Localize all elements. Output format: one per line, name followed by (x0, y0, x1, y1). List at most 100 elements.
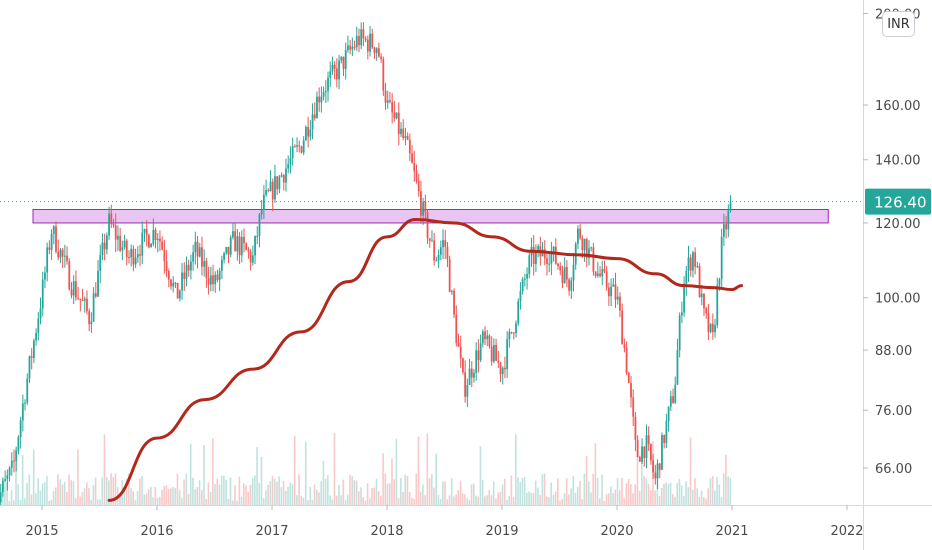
volume-bar (419, 491, 422, 505)
volume-bar (415, 473, 418, 505)
volume-bar (669, 482, 672, 505)
candle-body (588, 248, 590, 259)
candle-body (672, 396, 674, 403)
candle-body (10, 460, 13, 468)
candle-body (698, 266, 701, 298)
volume-bar (212, 438, 214, 505)
candle-body (94, 293, 97, 297)
candle-body (192, 252, 195, 262)
candle-body (415, 171, 418, 181)
candle-body (236, 236, 239, 252)
volume-bar (397, 498, 400, 505)
currency-badge[interactable]: INR (882, 11, 915, 37)
candle-body (209, 275, 212, 285)
volume-bar (154, 487, 157, 505)
volume-bar (479, 446, 482, 505)
volume-bar (74, 498, 77, 505)
candle-body (369, 33, 371, 52)
candle-body (433, 240, 436, 261)
volume-bar (439, 499, 442, 505)
candle-body (342, 56, 345, 69)
volume-bar (223, 475, 225, 505)
candle-body (515, 323, 517, 333)
candle-body (548, 263, 551, 265)
candle-body (711, 323, 714, 333)
candle-body (411, 153, 413, 164)
volume-bar (468, 500, 471, 505)
volume-bar (108, 480, 110, 505)
candle-body (90, 321, 93, 325)
volume-bar (57, 474, 59, 505)
volume-bar (563, 493, 566, 505)
volume-bar (247, 491, 250, 505)
candle-body (420, 191, 422, 216)
volume-bar (32, 449, 35, 505)
volume-bar (360, 487, 362, 505)
volume-bar (174, 487, 177, 505)
volume-bar (621, 477, 623, 505)
candle-body (347, 45, 349, 51)
candle-body (112, 223, 115, 226)
candle-body (289, 158, 292, 165)
candle-body (643, 446, 646, 459)
candle-body (406, 136, 409, 140)
volume-bar (181, 498, 183, 505)
candle-body (550, 252, 553, 264)
volume-bar (139, 478, 141, 505)
candle-body (481, 331, 484, 344)
volume-bar (501, 484, 504, 505)
candle-body (616, 296, 619, 300)
volume-bar (103, 434, 106, 505)
volume-bar (353, 480, 356, 505)
volume-bar (114, 473, 117, 505)
volume-bar (189, 443, 192, 505)
candle-body (344, 50, 347, 69)
volume-bar (163, 486, 165, 505)
volume-bar (548, 497, 550, 505)
volume-bar (8, 500, 11, 505)
last-price-badge (865, 188, 931, 215)
candle-body (667, 406, 670, 422)
candle-body (145, 228, 148, 236)
candle-body (373, 47, 376, 54)
volume-bar (408, 491, 411, 505)
candle-body (307, 126, 310, 137)
candle-body (692, 252, 694, 271)
candle-body (464, 372, 467, 397)
volume-bar (510, 475, 513, 505)
candle-body (508, 331, 511, 340)
candle-body (214, 274, 217, 285)
candle-body (276, 176, 279, 190)
candle-body (32, 340, 35, 358)
volume-bar (428, 478, 431, 505)
candle-body (709, 323, 712, 332)
volume-bar (716, 476, 718, 505)
candle-body (83, 298, 86, 301)
volume-bar (88, 488, 90, 505)
volume-bar (528, 491, 530, 505)
volume-bar (30, 494, 33, 505)
volume-bar (424, 495, 426, 505)
candle-body (254, 236, 256, 256)
volume-bar (400, 477, 402, 505)
candle-body (382, 59, 385, 91)
volume-bar (254, 475, 256, 505)
candle-body (141, 232, 144, 256)
candle-body (661, 434, 663, 470)
volume-bar (470, 484, 473, 505)
candle-body (678, 315, 681, 350)
candle-body (402, 128, 405, 139)
volume-bar (366, 483, 369, 505)
volume-bar (499, 491, 502, 505)
candle-body (694, 252, 697, 267)
volume-bar (694, 478, 696, 505)
candle-body (335, 68, 338, 80)
volume-bar (362, 497, 365, 505)
candle-body (245, 243, 248, 250)
volume-bar (112, 477, 115, 505)
volume-bar (492, 481, 495, 505)
candle-body (108, 213, 110, 236)
candle-body (86, 298, 88, 312)
candle-body (603, 269, 606, 272)
